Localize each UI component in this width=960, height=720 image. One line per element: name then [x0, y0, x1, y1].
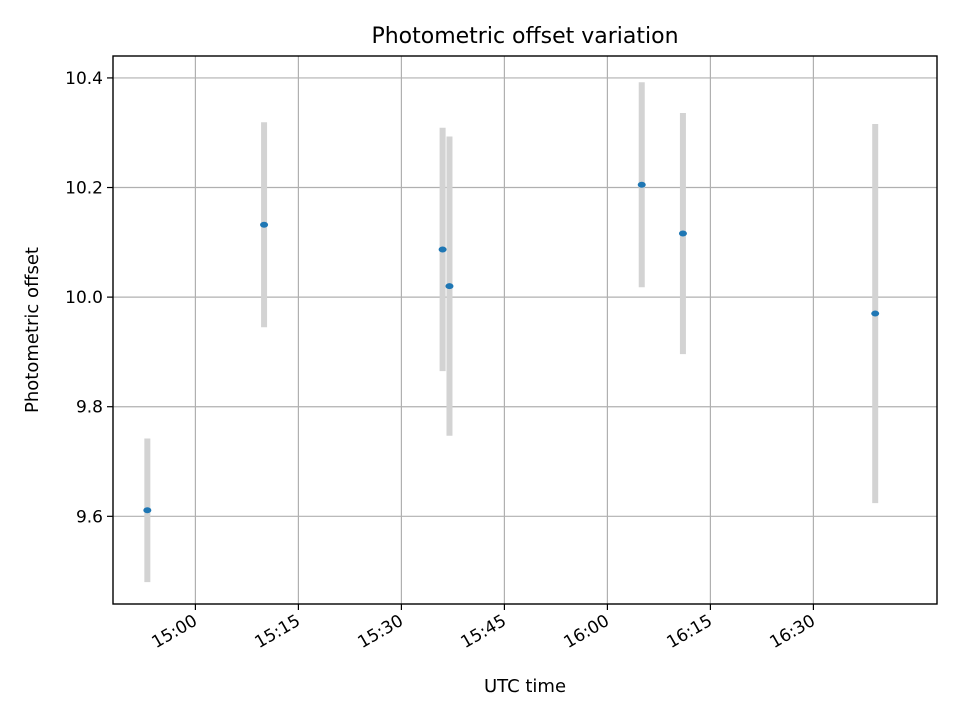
x-tick-label: 15:15 — [251, 611, 303, 653]
x-tick-label: 16:30 — [766, 611, 818, 653]
data-point — [445, 283, 454, 290]
x-tick-label: 15:45 — [457, 611, 509, 653]
chart-title: Photometric offset variation — [371, 24, 678, 49]
x-axis-label: UTC time — [484, 676, 566, 697]
data-point — [637, 181, 646, 188]
data-point — [438, 246, 447, 253]
x-tick-label: 15:30 — [354, 611, 406, 653]
grid — [113, 56, 937, 604]
y-tick-label: 9.6 — [76, 507, 103, 527]
y-tick-label: 10.2 — [65, 179, 103, 199]
y-tick-label: 10.4 — [65, 69, 103, 89]
data-point — [260, 221, 269, 228]
data-point — [871, 310, 880, 317]
error-bars — [144, 82, 879, 583]
x-tick-label: 16:00 — [560, 611, 612, 653]
plot-frame — [112, 55, 938, 605]
y-tick-label: 10.0 — [65, 288, 103, 308]
y-tick-label: 9.8 — [76, 398, 103, 418]
data-point — [678, 230, 687, 237]
data-points — [143, 181, 880, 514]
x-tick-label: 16:15 — [663, 611, 715, 653]
data-point — [143, 507, 152, 514]
x-tick-label: 15:00 — [148, 611, 200, 653]
y-axis-label: Photometric offset — [22, 247, 43, 413]
